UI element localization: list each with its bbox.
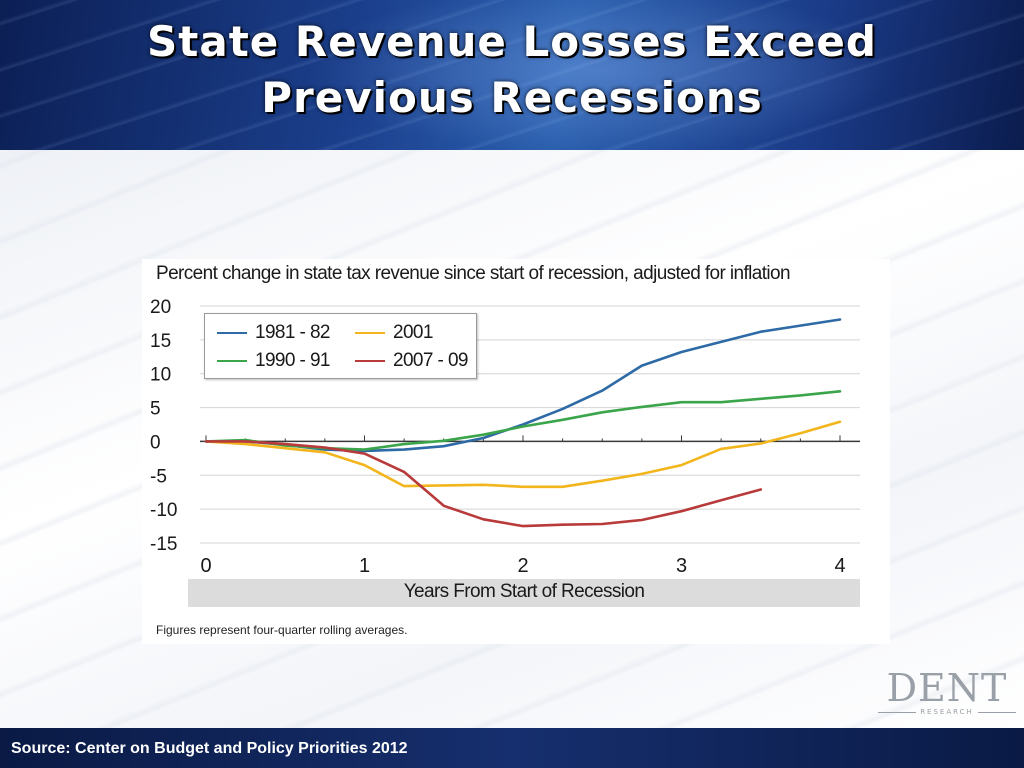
slide-title-line-1: State Revenue Losses Exceed [147,17,877,66]
chart-title: Percent change in state tax revenue sinc… [156,263,791,284]
legend-swatch-1981-82 [217,332,247,334]
legend-label-2001: 2001 [393,322,433,343]
dent-research-logo: DENT RESEARCH [878,668,1016,720]
x-tick-label: 4 [834,555,845,577]
y-tick-label: -15 [150,534,177,555]
logo-subtext: RESEARCH [878,708,1016,716]
y-tick-label: -10 [150,500,177,521]
x-axis-label-band: Years From Start of Recession [188,579,860,607]
legend-label-1990-91: 1990 - 91 [255,350,330,371]
x-tick-label: 3 [676,555,687,577]
legend-swatch-2001 [355,332,385,334]
legend-item-2007-09: 2007 - 09 [355,348,468,374]
series-line-2001 [204,420,842,489]
series-line-2007-09 [204,440,763,528]
y-tick-label: 0 [150,432,161,453]
slide-header: State Revenue Losses Exceed Previous Rec… [0,0,1024,150]
source-citation: Source: Center on Budget and Policy Prio… [11,740,408,757]
slide-footer: Source: Center on Budget and Policy Prio… [0,728,1024,768]
legend-label-2007-09: 2007 - 09 [393,350,468,371]
x-axis-label: Years From Start of Recession [403,581,645,602]
legend-label-1981-82: 1981 - 82 [255,322,330,343]
logo-wordmark: DENT [886,666,1008,710]
y-tick-label: -5 [150,466,167,487]
y-tick-label: 5 [150,399,161,420]
legend-item-2001: 2001 [355,320,433,346]
slide-title-line-2: Previous Recessions [261,73,763,122]
legend-item-1981-82: 1981 - 82 [217,320,330,346]
y-tick-label: 15 [150,331,171,352]
x-tick-label: 1 [359,555,370,577]
line-chart: 20 15 10 5 0 -5 -10 -15 0 1 2 3 4 [150,297,860,577]
slide-title: State Revenue Losses Exceed Previous Rec… [0,14,1024,126]
legend-swatch-2007-09 [355,360,385,362]
chart-footnote: Figures represent four-quarter rolling a… [156,623,408,637]
x-tick-label: 2 [517,555,528,577]
chart-legend: 1981 - 82 2001 1990 - 91 2007 - 09 [204,313,477,379]
x-tick-label: 0 [200,555,211,577]
chart-panel: 20 15 10 5 0 -5 -10 -15 0 1 2 3 4 Percent change in … [142,259,890,644]
legend-swatch-1990-91 [217,360,247,362]
y-tick-label: 20 [150,297,171,318]
y-tick-label: 10 [150,365,171,386]
legend-item-1990-91: 1990 - 91 [217,348,330,374]
